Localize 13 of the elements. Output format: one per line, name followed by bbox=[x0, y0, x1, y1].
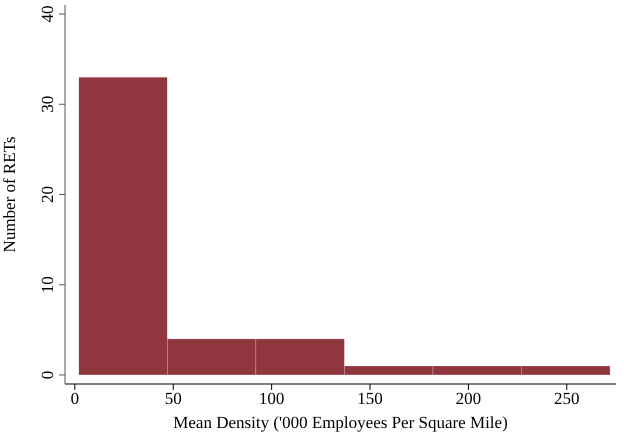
y-tick-label: 30 bbox=[38, 96, 57, 113]
x-tick-label: 50 bbox=[164, 389, 182, 408]
y-tick-label: 0 bbox=[38, 370, 57, 380]
x-tick-label: 0 bbox=[70, 389, 80, 408]
y-tick-label: 20 bbox=[38, 186, 57, 203]
x-tick-label: 200 bbox=[456, 389, 482, 408]
y-axis-title: Number of RETs bbox=[0, 136, 20, 252]
y-tick-label: 10 bbox=[38, 276, 57, 294]
x-axis-title: Mean Density ('000 Employees Per Square Mile) bbox=[173, 413, 508, 432]
x-tick-label: 100 bbox=[258, 389, 284, 408]
x-tick-label: 150 bbox=[357, 389, 383, 408]
y-tick-label: 40 bbox=[38, 6, 57, 23]
x-tick-label: 250 bbox=[554, 389, 580, 408]
